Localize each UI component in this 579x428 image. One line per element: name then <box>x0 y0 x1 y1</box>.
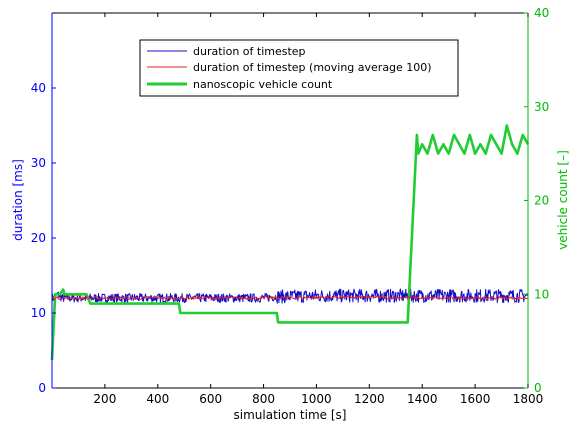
y-left-tick-label-1: 10 <box>31 306 46 320</box>
y-left-tick-label-0: 0 <box>38 381 46 395</box>
legend-label-vehicle-count: nanoscopic vehicle count <box>193 78 333 91</box>
y-left-tick-label-2: 20 <box>31 231 46 245</box>
legend-box <box>139 39 459 97</box>
series-line-duration <box>51 288 529 304</box>
y-right-tick-label-0: 0 <box>534 381 542 395</box>
x-axis-title: simulation time [s] <box>234 408 347 422</box>
x-tick-label-6: 1400 <box>407 392 438 406</box>
series-layer <box>50 124 530 360</box>
y-left-tick-label-4: 40 <box>31 81 46 95</box>
legend-label-duration: duration of timestep <box>193 45 306 58</box>
legend: duration of timestep duration of timeste… <box>139 39 459 97</box>
x-tick-label-3: 800 <box>252 392 275 406</box>
y-right-tick-label-3: 30 <box>534 100 549 114</box>
y-right-tick-label-1: 10 <box>534 287 549 301</box>
x-tick-label-5: 1200 <box>354 392 385 406</box>
series-line-vehicle-count <box>50 124 530 360</box>
x-tick-label-2: 600 <box>199 392 222 406</box>
x-tick-label-4: 1000 <box>301 392 332 406</box>
x-tick-label-1: 400 <box>146 392 169 406</box>
x-tick-label-8: 1800 <box>513 392 544 406</box>
x-tick-label-7: 1600 <box>460 392 491 406</box>
y-right-axis-title: vehicle count [–] <box>556 150 570 250</box>
legend-label-moving-average: duration of timestep (moving average 100… <box>193 61 432 74</box>
x-tick-label-0: 200 <box>93 392 116 406</box>
series-line-moving-average <box>51 295 529 300</box>
ticks-layer: 200 400 600 800 1000 1200 1400 1600 180001020304… <box>31 6 550 406</box>
y-left-axis-title: duration [ms] <box>11 159 25 241</box>
y-left-tick-label-3: 30 <box>31 156 46 170</box>
y-right-tick-label-2: 20 <box>534 194 549 208</box>
y-right-tick-label-4: 40 <box>534 6 549 20</box>
